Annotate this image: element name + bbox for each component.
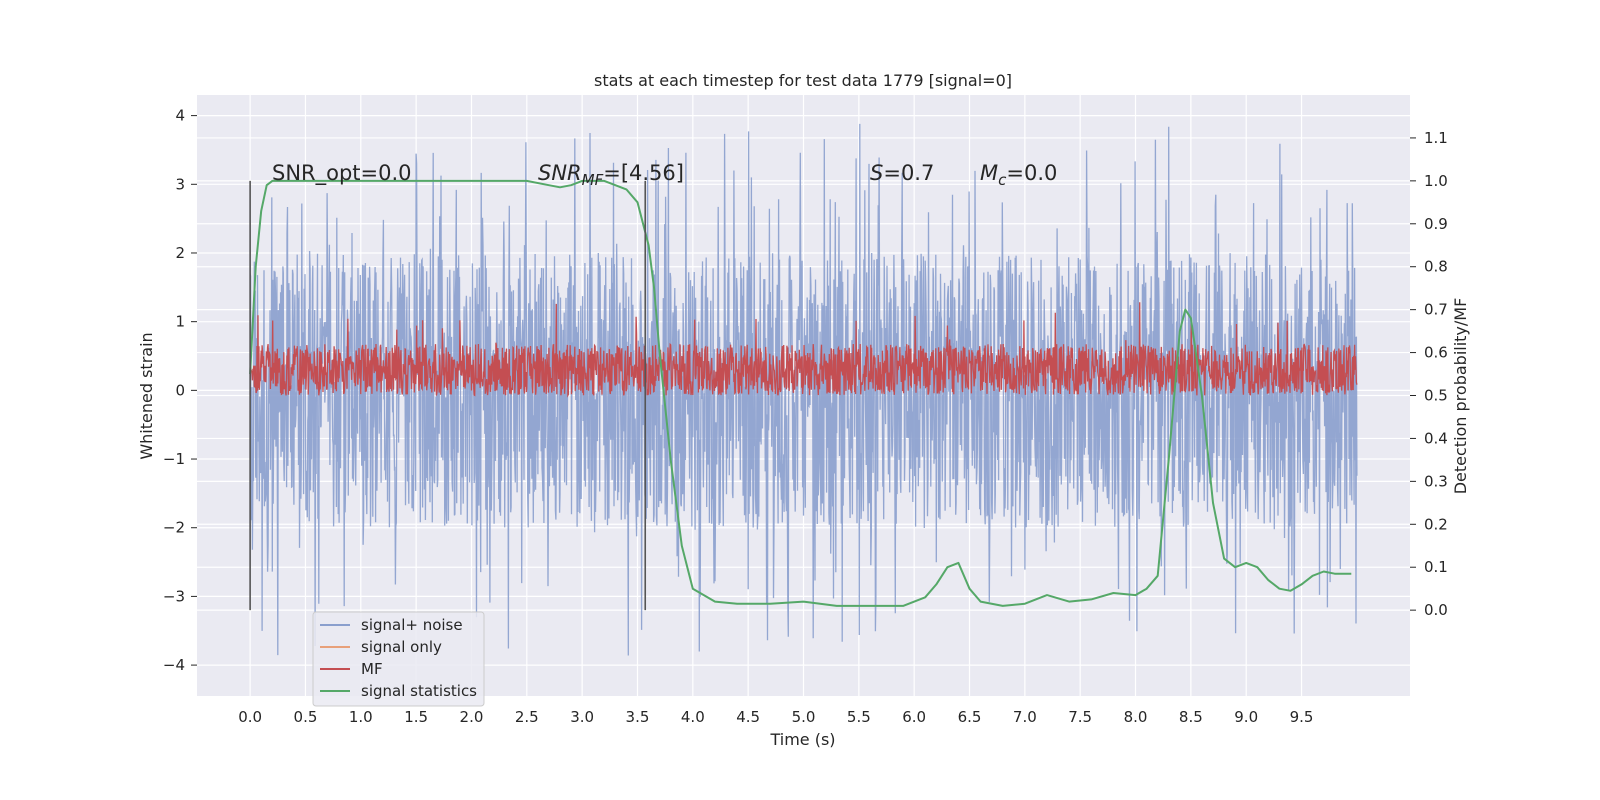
legend-label-signal-only: signal only: [361, 638, 442, 656]
y-right-tick-label: 0.1: [1424, 558, 1448, 576]
x-tick-label: 5.5: [847, 708, 871, 726]
y-right-tick-label: 0.0: [1424, 601, 1448, 619]
x-tick-label: 5.0: [792, 708, 816, 726]
legend-label-signal-noise: signal+ noise: [361, 616, 463, 634]
y-left-tick-label: −4: [163, 656, 185, 674]
y-right-tick-label: 0.9: [1424, 215, 1448, 233]
x-tick-label: 8.0: [1124, 708, 1148, 726]
x-tick-label: 3.5: [626, 708, 650, 726]
annotation-s: S=0.7: [870, 161, 934, 185]
y-right-tick-label: 1.1: [1424, 129, 1448, 147]
x-tick-label: 4.0: [681, 708, 705, 726]
y-axis-right-label: Detection probability/MF: [1451, 298, 1470, 495]
x-tick-label: 2.5: [515, 708, 539, 726]
y-right-tick-label: 0.7: [1424, 301, 1448, 319]
y-left-tick-label: −2: [163, 519, 185, 537]
x-tick-label: 4.5: [736, 708, 760, 726]
annotation-mc: Mc=0.0: [980, 161, 1057, 189]
vlines: [249, 180, 647, 611]
x-tick-label: 0.0: [238, 708, 262, 726]
y-right-tick-label: 1.0: [1424, 172, 1448, 190]
y-axis-left: −4 −3 −2 −1 0 1 2 3 4: [163, 107, 197, 674]
y-right-tick-label: 0.8: [1424, 258, 1448, 276]
y-left-tick-label: 2: [175, 244, 185, 262]
y-axis-right: 0.0 0.1 0.2 0.3 0.4 0.5 0.6 0.7 0.8 0.9 1.0 1.1: [1410, 129, 1448, 619]
x-tick-label: 9.5: [1290, 708, 1314, 726]
x-tick-label: 7.5: [1068, 708, 1092, 726]
series-signal-statistics: [249, 179, 1352, 607]
annotation-snr-opt: SNR_opt=0.0: [272, 161, 412, 186]
x-axis-label: Time (s): [769, 730, 835, 749]
x-tick-label: 6.0: [902, 708, 926, 726]
x-axis: 0.0 0.5 1.0 1.5 2.0 2.5 3.0 3.5 4.0 4.5 5.0 5.5 6.0 6…: [238, 708, 1313, 726]
x-tick-label: 1.0: [349, 708, 373, 726]
series-mf: [249, 302, 1358, 398]
series-signal-noise: [249, 123, 1358, 656]
series-layer: [249, 123, 1358, 656]
x-tick-label: 2.0: [460, 708, 484, 726]
legend-label-mf: MF: [361, 660, 383, 678]
legend-label-signal-statistics: signal statistics: [361, 682, 477, 700]
y-right-tick-label: 0.3: [1424, 472, 1448, 490]
x-tick-label: 9.0: [1234, 708, 1258, 726]
x-tick-label: 3.0: [570, 708, 594, 726]
chart-title: stats at each timestep for test data 177…: [594, 71, 1012, 90]
x-tick-label: 8.5: [1179, 708, 1203, 726]
y-left-tick-label: −1: [163, 450, 185, 468]
y-left-tick-label: 1: [175, 313, 185, 331]
legend: signal+ noise signal only MF signal stat…: [312, 611, 485, 707]
y-axis-left-label: Whitened strain: [137, 332, 156, 459]
y-right-tick-label: 0.5: [1424, 387, 1448, 405]
y-right-tick-label: 0.6: [1424, 344, 1448, 362]
y-right-tick-label: 0.4: [1424, 429, 1448, 447]
y-left-tick-label: 3: [175, 175, 185, 193]
x-tick-label: 1.5: [404, 708, 428, 726]
legend-box: [312, 611, 485, 707]
x-tick-label: 6.5: [958, 708, 982, 726]
y-left-tick-label: 0: [175, 381, 185, 399]
x-tick-label: 7.0: [1013, 708, 1037, 726]
y-left-tick-label: −3: [163, 587, 185, 605]
y-left-tick-label: 4: [175, 107, 185, 125]
y-right-tick-label: 0.2: [1424, 515, 1448, 533]
annotation-snr-mf: SNRMF=[4.56]: [538, 161, 684, 189]
x-tick-label: 0.5: [294, 708, 318, 726]
